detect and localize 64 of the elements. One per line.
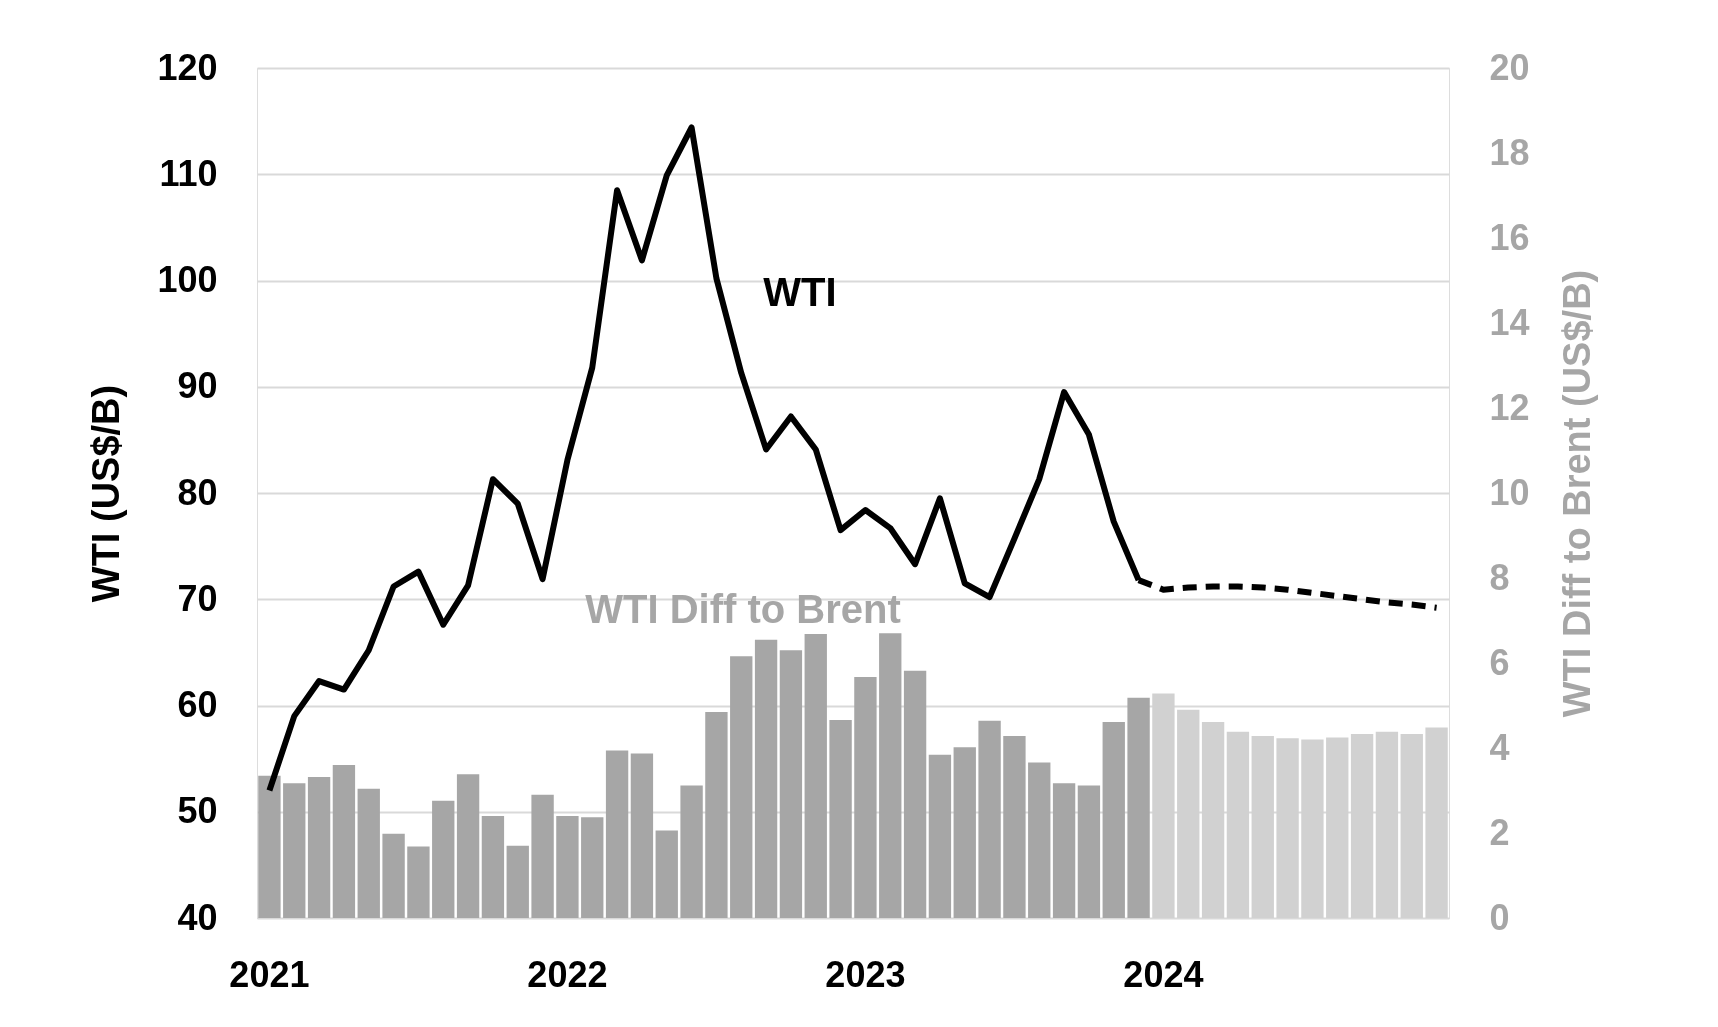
y-tick-label: 40 bbox=[177, 896, 218, 938]
bar bbox=[1003, 736, 1026, 918]
y-tick-label: 90 bbox=[177, 365, 218, 407]
x-tick-label: 2022 bbox=[527, 953, 608, 995]
bar bbox=[1028, 762, 1051, 918]
bar bbox=[605, 750, 629, 918]
y-tick-label: 60 bbox=[177, 684, 218, 725]
bar bbox=[730, 656, 753, 918]
x-tick-label: 2023 bbox=[825, 953, 906, 995]
bar bbox=[1077, 785, 1101, 918]
bar bbox=[283, 783, 306, 918]
y2-tick-label: 20 bbox=[1489, 46, 1530, 88]
x-tick-label: 2024 bbox=[1123, 953, 1204, 995]
bar bbox=[1052, 783, 1076, 918]
bar bbox=[879, 633, 902, 918]
bar bbox=[804, 634, 827, 918]
y2-tick-label: 18 bbox=[1489, 131, 1530, 173]
bar bbox=[1127, 697, 1150, 918]
bar bbox=[307, 776, 331, 918]
y-tick-label: 80 bbox=[177, 471, 218, 513]
bar bbox=[382, 833, 405, 918]
bar bbox=[432, 800, 455, 918]
bar bbox=[258, 775, 281, 918]
y2-tick-label: 8 bbox=[1489, 556, 1510, 598]
bar bbox=[556, 816, 579, 918]
y2-tick-label: 12 bbox=[1489, 386, 1530, 428]
y2-tick-label: 0 bbox=[1489, 896, 1510, 938]
y2-tick-label: 14 bbox=[1489, 301, 1530, 343]
bar bbox=[779, 650, 803, 918]
bar bbox=[456, 774, 480, 918]
bar bbox=[953, 747, 976, 918]
bar bbox=[531, 794, 554, 918]
y-axis-title: WTI (US$/B) bbox=[85, 384, 128, 603]
x-tick-label: 2021 bbox=[229, 953, 310, 995]
bar bbox=[630, 753, 654, 918]
y-tick-label: 100 bbox=[157, 259, 218, 300]
y2-axis-title: WTI Diff to Brent (US$/B) bbox=[1555, 269, 1598, 718]
y-tick-label: 70 bbox=[177, 577, 218, 619]
bar bbox=[854, 677, 877, 918]
bar bbox=[754, 639, 778, 918]
bar bbox=[829, 719, 852, 918]
bar bbox=[655, 830, 678, 918]
bar bbox=[928, 754, 952, 918]
y-tick-label: 120 bbox=[157, 46, 218, 88]
bar bbox=[680, 785, 703, 918]
bar bbox=[407, 846, 430, 918]
bar bbox=[357, 788, 380, 918]
y2-tick-label: 6 bbox=[1489, 641, 1510, 683]
bar bbox=[581, 817, 604, 918]
bar bbox=[903, 670, 927, 918]
y-tick-label: 110 bbox=[159, 152, 218, 194]
bar bbox=[978, 720, 1001, 918]
y-tick-label: 50 bbox=[177, 790, 218, 832]
bar bbox=[506, 845, 529, 918]
y2-tick-label: 2 bbox=[1489, 811, 1510, 853]
bar bbox=[332, 765, 356, 918]
bar bbox=[481, 816, 505, 918]
series-label: WTI Diff to Brent bbox=[585, 587, 901, 631]
y2-tick-label: 10 bbox=[1489, 471, 1530, 513]
series-label: WTI bbox=[763, 270, 837, 314]
bar bbox=[705, 711, 728, 918]
y2-tick-label: 4 bbox=[1489, 726, 1510, 768]
y2-tick-label: 16 bbox=[1489, 216, 1530, 258]
bar bbox=[1102, 722, 1125, 918]
